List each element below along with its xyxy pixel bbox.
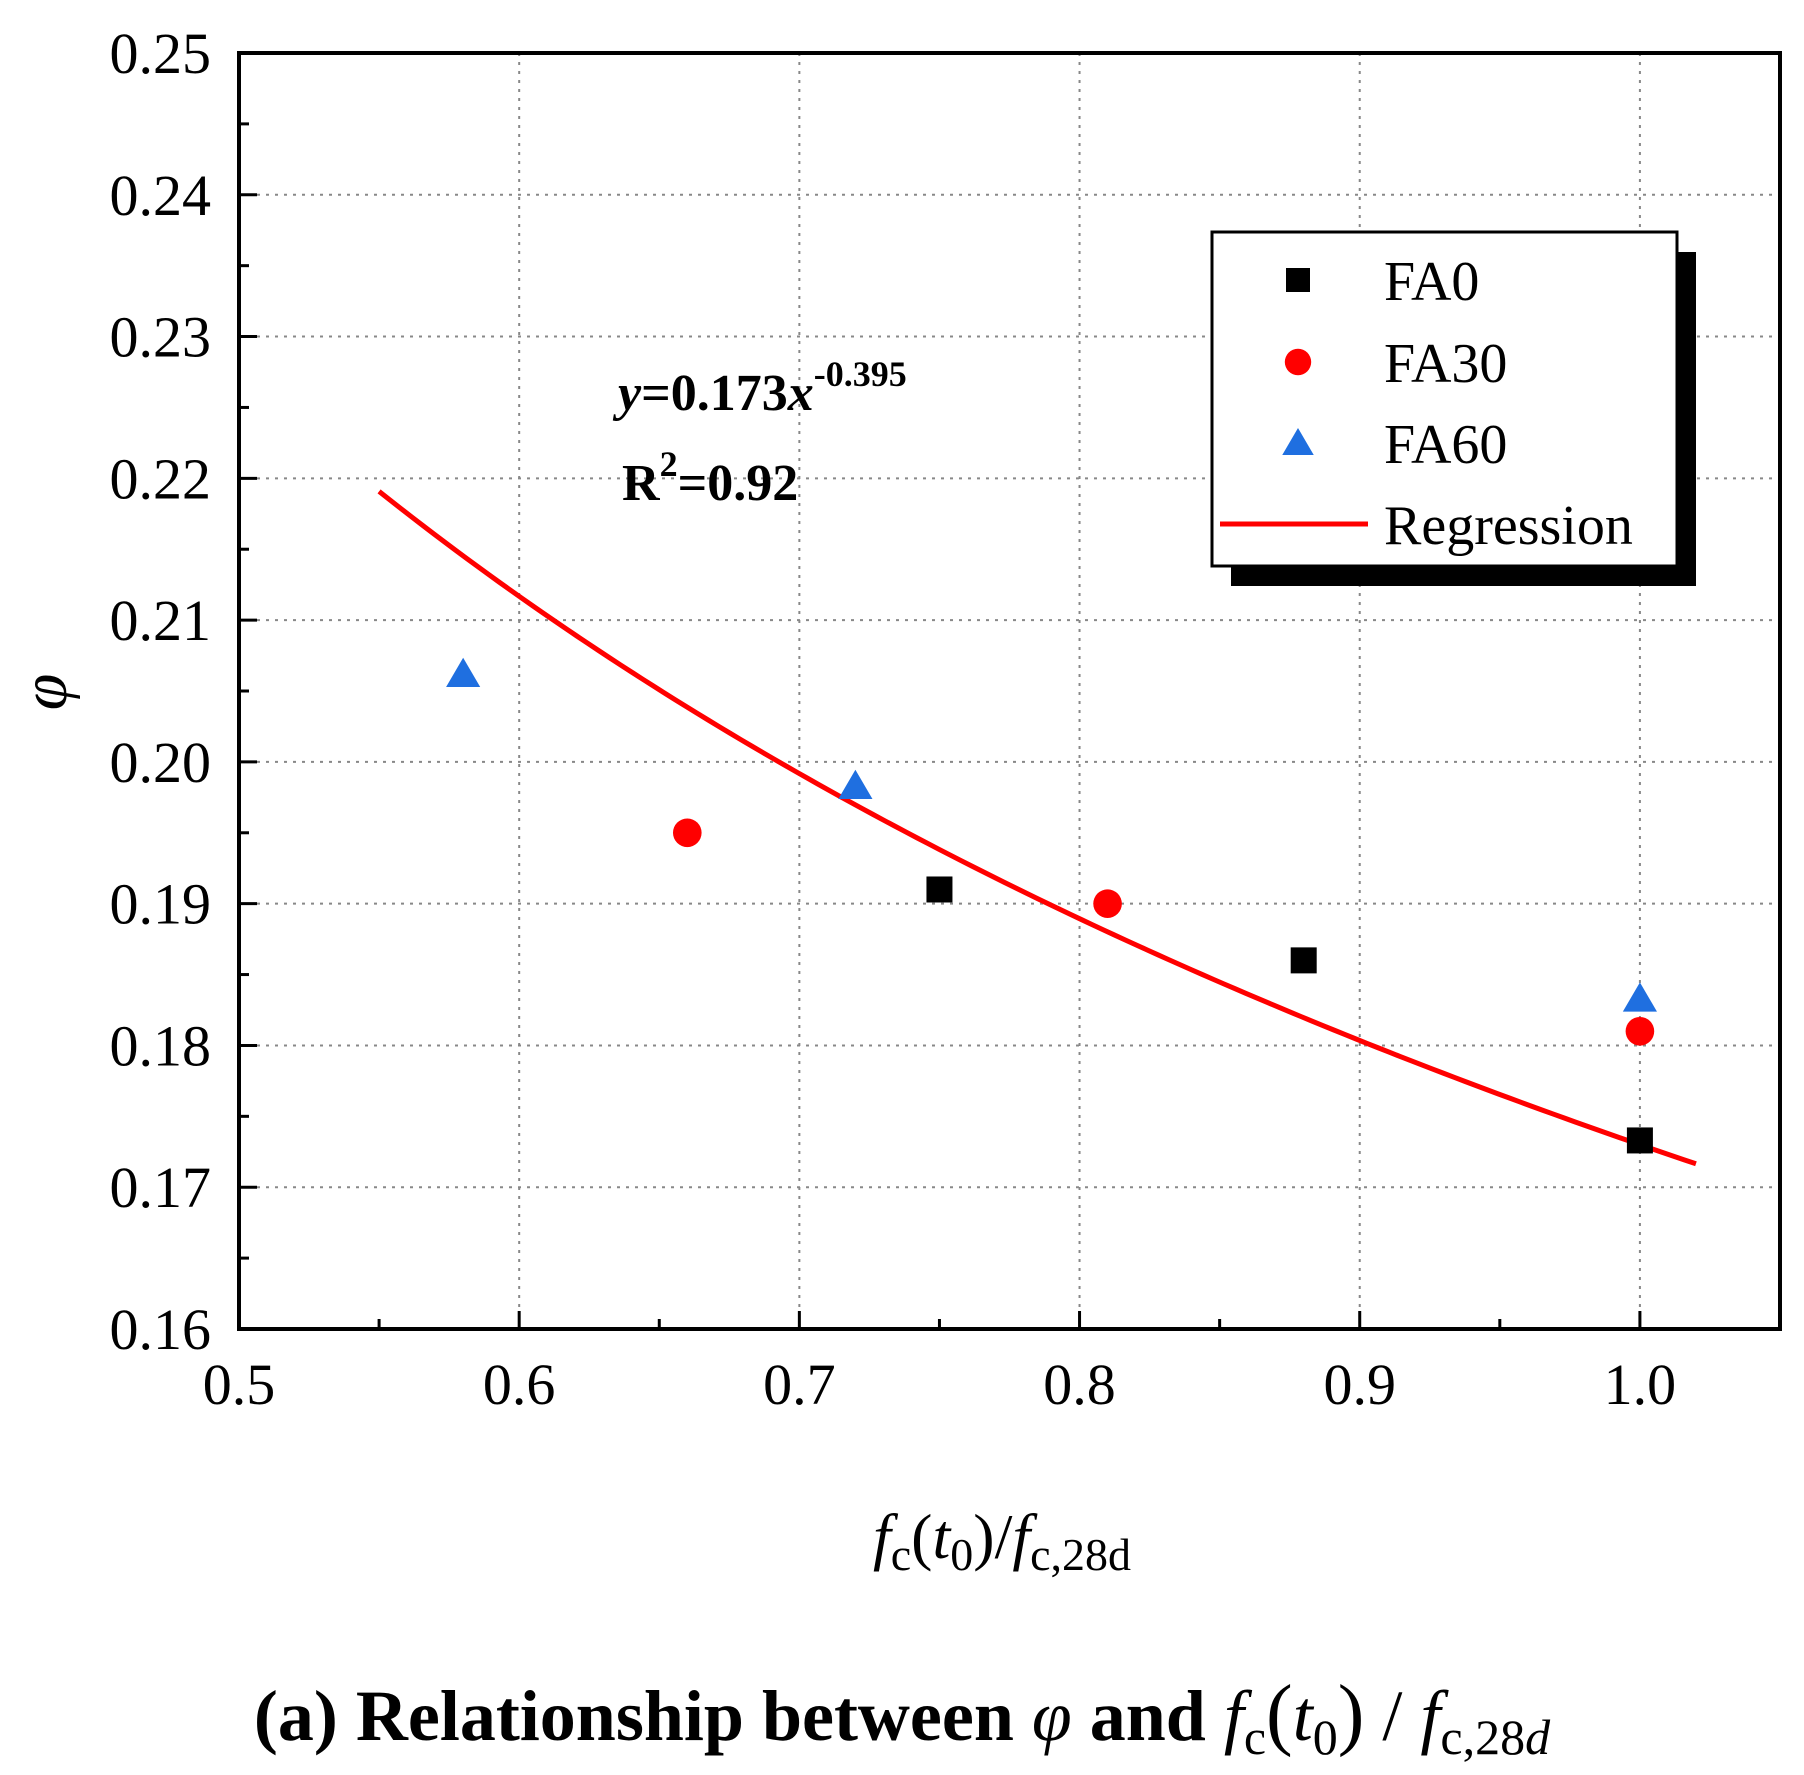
x-tick-labels: 0.5 0.6 0.7 0.8 0.9 1.0 (203, 1352, 1676, 1417)
y-tick-label: 0.23 (110, 305, 212, 370)
y-tick-labels: 0.16 0.17 0.18 0.19 0.20 0.21 0.22 0.23 0.24 0.25 (110, 21, 212, 1362)
marker-fa30 (1093, 889, 1122, 918)
y-tick-label: 0.19 (110, 872, 212, 937)
y-tick-label: 0.22 (110, 446, 212, 511)
x-tick-label: 0.7 (763, 1352, 836, 1417)
regression-curve (377, 489, 1697, 1167)
marker-fa60 (838, 769, 873, 799)
legend-marker-fa0 (1286, 268, 1310, 292)
legend-label-fa60: FA60 (1384, 414, 1507, 476)
marker-fa60 (446, 657, 481, 687)
legend-items: FA0 FA30 FA60 Regression (1220, 251, 1633, 557)
y-tick-label: 0.17 (110, 1155, 212, 1220)
y-tick-label: 0.16 (110, 1297, 212, 1362)
x-axis-title: fc(t0)/fc,28d (873, 1501, 1131, 1580)
data-markers (446, 657, 1657, 1154)
y-tick-label: 0.24 (110, 163, 212, 228)
marker-fa0 (1290, 947, 1317, 974)
equation-annotation: y=0.173x-0.395 (612, 354, 907, 422)
y-axis-title: φ (8, 674, 81, 711)
x-tick-label: 1.0 (1604, 1352, 1677, 1417)
y-tick-label: 0.21 (110, 588, 212, 653)
legend-marker-fa30 (1284, 348, 1312, 376)
marker-fa0 (926, 876, 953, 903)
axis-ticks (237, 51, 1782, 1331)
legend-label-fa30: FA30 (1384, 333, 1507, 395)
x-tick-label: 0.5 (203, 1352, 276, 1417)
figure-caption: (a) Relationship between φ and fc(t0) / … (254, 1670, 1551, 1765)
x-tick-label: 0.6 (483, 1352, 556, 1417)
marker-fa60 (1622, 982, 1657, 1012)
marker-fa30 (672, 818, 702, 848)
marker-fa30 (1625, 1016, 1655, 1046)
y-tick-label: 0.18 (110, 1013, 212, 1078)
grid-lines (239, 53, 1780, 1329)
r-squared-annotation: R2=0.92 (622, 444, 798, 512)
legend-label-fa0: FA0 (1384, 251, 1479, 313)
legend: FA0 FA30 FA60 Regression (1210, 230, 1696, 586)
x-tick-label: 0.8 (1043, 1352, 1116, 1417)
y-tick-label: 0.20 (110, 730, 212, 795)
marker-fa0 (1626, 1127, 1653, 1154)
legend-label-regression: Regression (1384, 495, 1633, 557)
legend-marker-fa60 (1282, 428, 1314, 455)
x-tick-label: 0.9 (1323, 1352, 1396, 1417)
y-tick-label: 0.25 (110, 21, 212, 86)
